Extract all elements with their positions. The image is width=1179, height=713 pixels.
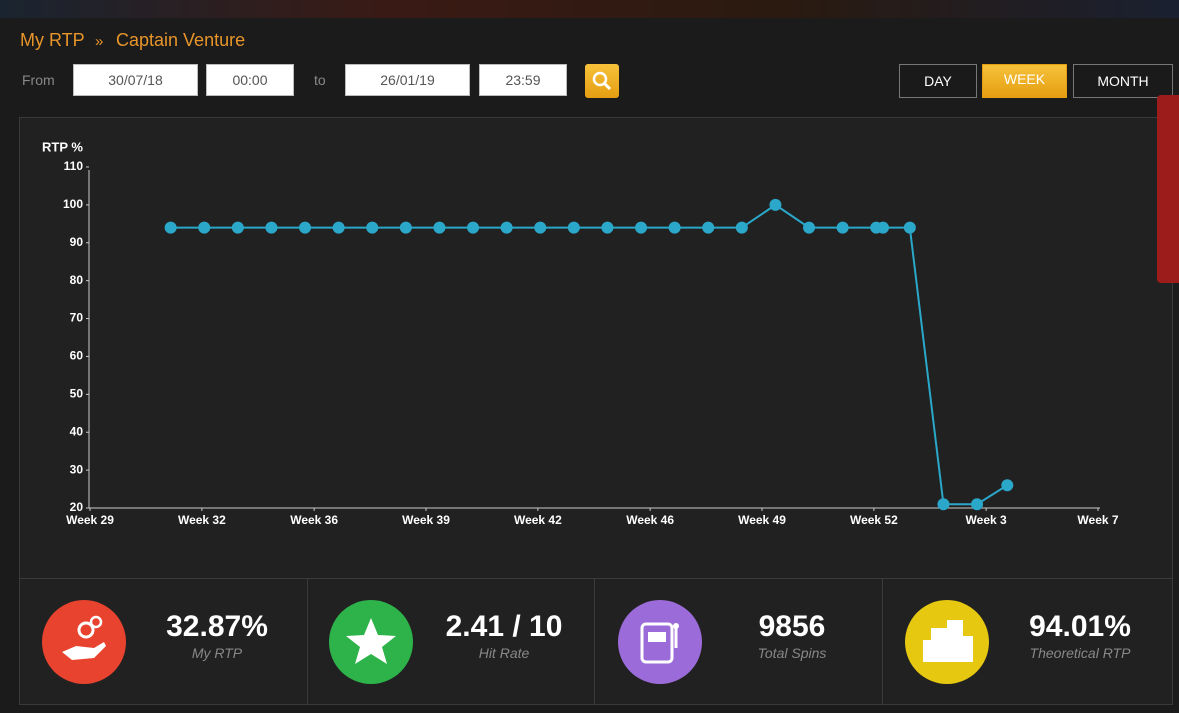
stat-cell [308,579,595,705]
y-tick-label: 30 [70,462,84,476]
data-point [876,221,889,234]
top-banner [0,0,1179,18]
data-point [467,221,480,234]
to-date[interactable]: 26/01/19 [345,64,470,96]
from-label: From [22,72,55,88]
x-tick-label: Week 29 [66,513,114,527]
stat-label: Hit Rate [478,645,530,661]
y-tick-label: 70 [70,311,84,325]
data-point [231,221,244,234]
stat-label: My RTP [191,645,243,661]
x-tick-label: Week 36 [290,513,338,527]
from-date[interactable]: 30/07/18 [73,64,198,96]
from-time[interactable]: 00:00 [206,64,294,96]
y-tick-label: 20 [70,500,84,514]
y-tick-label: 60 [70,349,84,363]
x-tick-label: Week 49 [738,513,786,527]
y-tick-label: 50 [70,387,84,401]
stat-value: 94.01% [1029,610,1131,643]
y-tick-label: 40 [70,424,84,438]
to-label: to [314,72,326,88]
data-point [399,221,412,234]
data-point [971,498,984,511]
data-point [769,198,782,211]
data-point [937,498,950,511]
stat-cell [20,579,308,705]
data-point [198,221,211,234]
data-point [735,221,748,234]
data-point [836,221,849,234]
y-tick-label: 110 [64,159,84,173]
stat-label: Total Spins [757,645,827,661]
y-axis-title: RTP % [42,139,83,154]
data-point [601,221,614,234]
period-button[interactable]: MONTH [1073,64,1173,98]
x-tick-label: Week 52 [850,513,898,527]
data-point [903,221,916,234]
chart-panel [19,117,1173,705]
data-point [366,221,379,234]
rtp-icon [42,600,126,684]
spins-icon [618,600,702,684]
x-tick-label: Week 3 [966,513,1007,527]
to-time[interactable]: 23:59 [479,64,567,96]
breadcrumb-root[interactable]: My RTP [20,30,85,50]
breadcrumb-separator: » [95,33,104,50]
search-button[interactable] [585,64,619,98]
data-point [265,221,278,234]
data-point [299,221,312,234]
x-tick-label: Week 42 [514,513,562,527]
stat-value: 2.41 / 10 [445,610,563,643]
x-tick-label: Week 46 [626,513,674,527]
y-tick-label: 100 [63,197,83,211]
data-point [803,221,816,234]
data-point [332,221,345,234]
theoretical-icon [905,600,989,684]
x-tick-label: Week 7 [1077,513,1118,527]
data-point [567,221,580,234]
x-tick-label: Week 39 [402,513,450,527]
stat-cell [595,579,883,705]
y-tick-label: 80 [70,273,84,287]
stat-value: 9856 [758,610,826,643]
data-point [433,221,446,234]
search-icon [592,71,612,91]
data-point [635,221,648,234]
period-button[interactable]: DAY [899,64,977,98]
data-point [164,221,177,234]
data-point [702,221,715,234]
side-tab[interactable] [1157,95,1179,283]
period-button[interactable]: WEEK [982,64,1067,98]
x-tick-label: Week 32 [178,513,226,527]
data-point [1001,479,1014,492]
divider [20,578,1173,579]
data-point [668,221,681,234]
data-point [534,221,547,234]
stat-label: Theoretical RTP [1029,645,1131,661]
data-point [500,221,513,234]
stat-value: 32.87% [166,610,268,643]
series-line [170,203,1008,506]
y-tick-label: 90 [70,235,84,249]
hit-rate-icon [329,600,413,684]
breadcrumb-current: Captain Venture [116,30,246,50]
